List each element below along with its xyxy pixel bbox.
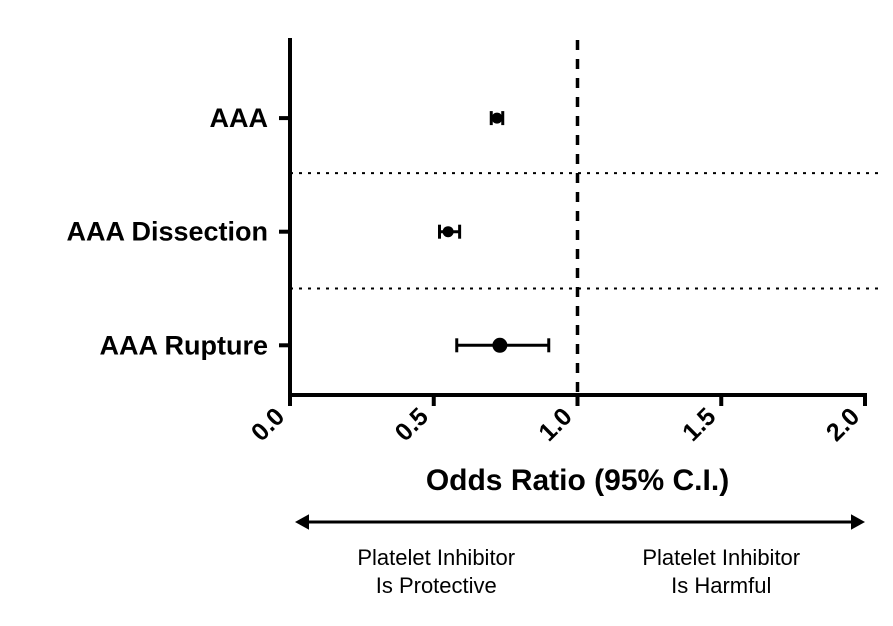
point-marker <box>443 226 454 237</box>
forest-plot: 0.0 0.5 1.0 1.5 2.0 AAA AAA Dissection AAA Rupt… <box>0 0 893 626</box>
x-tick-label: 0.5 <box>390 402 434 446</box>
x-tick-label: 2.0 <box>821 402 865 446</box>
x-tick-label: 1.5 <box>677 402 721 446</box>
row-label: AAA Rupture <box>100 330 269 360</box>
x-tick-label: 1.0 <box>533 402 577 446</box>
annotation-left-line2: Is Protective <box>376 573 497 598</box>
chart-container: 0.0 0.5 1.0 1.5 2.0 AAA AAA Dissection AAA Rupt… <box>0 0 893 626</box>
row-label: AAA <box>210 103 269 133</box>
row-label: AAA Dissection <box>66 217 268 247</box>
direction-arrow-head-left <box>295 514 309 529</box>
point-marker <box>492 338 507 353</box>
annotation-left-line1: Platelet Inhibitor <box>357 545 515 570</box>
direction-arrow-head-right <box>851 514 865 529</box>
x-tick-label: 0.0 <box>246 402 290 446</box>
x-axis-title: Odds Ratio (95% C.I.) <box>426 464 729 497</box>
point-marker <box>492 113 503 124</box>
annotation-right-line2: Is Harmful <box>671 573 771 598</box>
annotation-right-line1: Platelet Inhibitor <box>642 545 800 570</box>
